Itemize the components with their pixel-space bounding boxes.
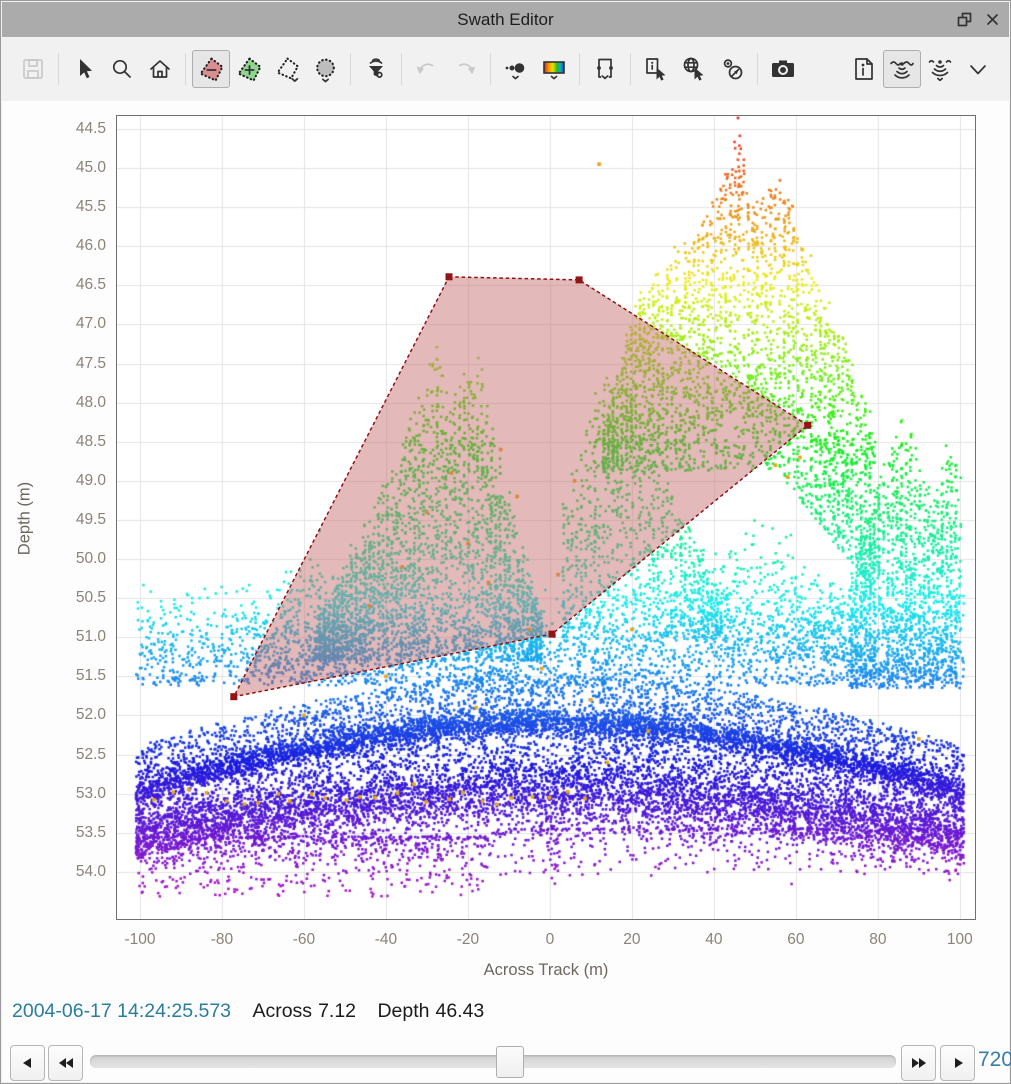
- selection-overlay: [117, 116, 975, 919]
- pick-info-button[interactable]: [637, 50, 675, 88]
- polygon-vertex-handle[interactable]: [576, 276, 583, 283]
- close-icon[interactable]: [983, 11, 1001, 29]
- x-tick: 100: [925, 930, 995, 950]
- playback-bar: 720: [2, 1042, 1009, 1084]
- selection-box-button[interactable]: [586, 50, 624, 88]
- swath-editor-panel: Swath Editor: [0, 0, 1011, 1084]
- single-swath-view-button[interactable]: [883, 50, 921, 88]
- y-tick: 51.0: [10, 627, 106, 647]
- y-tick: 50.0: [10, 549, 106, 569]
- separator: [185, 53, 186, 85]
- x-tick: 80: [843, 930, 913, 950]
- multi-swath-view-button[interactable]: [921, 50, 959, 88]
- separator: [490, 53, 491, 85]
- separator: [350, 53, 351, 85]
- y-tick: 53.5: [10, 823, 106, 843]
- polygon-accept-select-button[interactable]: [230, 50, 268, 88]
- x-tick: 20: [597, 930, 667, 950]
- undo-button[interactable]: [408, 50, 446, 88]
- more-tools-button[interactable]: [959, 50, 997, 88]
- x-tick: -60: [269, 930, 339, 950]
- y-tick: 47.5: [10, 354, 106, 374]
- across-value: 7.12: [318, 1000, 356, 1022]
- y-tick: 48.5: [10, 432, 106, 452]
- y-tick: 50.5: [10, 588, 106, 608]
- polygon-vertex-handle[interactable]: [446, 273, 453, 280]
- redo-button[interactable]: [446, 50, 484, 88]
- x-tick: -20: [433, 930, 503, 950]
- pick-geographic-button[interactable]: [675, 50, 713, 88]
- fast-rewind-button[interactable]: [48, 1045, 83, 1081]
- y-tick: 46.0: [10, 236, 106, 256]
- depth-value: 46.43: [435, 1000, 484, 1022]
- plot-area[interactable]: [116, 115, 976, 920]
- save-button[interactable]: [14, 50, 52, 88]
- x-tick: -80: [187, 930, 257, 950]
- x-axis-label: Across Track (m): [117, 961, 975, 980]
- y-tick: 49.5: [10, 510, 106, 530]
- y-tick: 53.0: [10, 784, 106, 804]
- zoom-tool-button[interactable]: [103, 50, 141, 88]
- y-tick: 52.0: [10, 705, 106, 725]
- separator: [58, 53, 59, 85]
- point-size-button[interactable]: [497, 50, 535, 88]
- x-tick: 40: [679, 930, 749, 950]
- beam-filter-button[interactable]: [357, 50, 395, 88]
- y-tick: 54.0: [10, 862, 106, 882]
- y-tick: 52.5: [10, 745, 106, 765]
- home-view-button[interactable]: [141, 50, 179, 88]
- polygon-reject-select-button[interactable]: [192, 50, 230, 88]
- previous-ping-button[interactable]: [10, 1045, 45, 1081]
- x-tick: -40: [351, 930, 421, 950]
- x-tick: -100: [105, 930, 175, 950]
- polygon-outline-select-button[interactable]: [268, 50, 306, 88]
- pointer-tool-button[interactable]: [65, 50, 103, 88]
- x-tick: 60: [761, 930, 831, 950]
- float-panel-icon[interactable]: [955, 11, 973, 29]
- snapshot-button[interactable]: [764, 50, 802, 88]
- fast-forward-button[interactable]: [901, 1045, 936, 1081]
- y-tick: 45.0: [10, 158, 106, 178]
- next-ping-button[interactable]: [940, 1045, 975, 1081]
- separator: [401, 53, 402, 85]
- pick-position-button[interactable]: [713, 50, 751, 88]
- polygon-vertex-handle[interactable]: [548, 631, 555, 638]
- ping-slider[interactable]: [90, 1055, 896, 1068]
- circle-select-button[interactable]: [306, 50, 344, 88]
- separator: [630, 53, 631, 85]
- y-tick: 47.0: [10, 314, 106, 334]
- y-tick: 51.5: [10, 666, 106, 686]
- y-tick: 44.5: [10, 119, 106, 139]
- polygon-vertex-handle[interactable]: [230, 693, 237, 700]
- x-tick: 0: [515, 930, 585, 950]
- polygon-vertex-handle[interactable]: [804, 422, 811, 429]
- ping-info-button[interactable]: [845, 50, 883, 88]
- toolbar: [2, 37, 1009, 101]
- y-tick: 45.5: [10, 197, 106, 217]
- color-map-button[interactable]: [535, 50, 573, 88]
- ping-count: 720: [978, 1048, 1011, 1072]
- ping-timestamp: 2004-06-17 14:24:25.573: [12, 1000, 231, 1022]
- status-line: 2004-06-17 14:24:25.573 Across 7.12 Depth…: [12, 1000, 484, 1023]
- y-tick: 49.0: [10, 471, 106, 491]
- across-label: Across: [252, 1000, 312, 1022]
- separator: [757, 53, 758, 85]
- depth-label: Depth: [377, 1000, 429, 1022]
- panel-title: Swath Editor: [457, 10, 553, 30]
- separator: [579, 53, 580, 85]
- selection-polygon[interactable]: [234, 277, 808, 697]
- ping-slider-handle[interactable]: [496, 1046, 524, 1078]
- y-tick: 48.0: [10, 393, 106, 413]
- figure-area: Depth (m) Across Track (m) 44.545.045.54…: [2, 101, 1009, 1082]
- y-tick: 46.5: [10, 275, 106, 295]
- titlebar[interactable]: Swath Editor: [2, 2, 1009, 37]
